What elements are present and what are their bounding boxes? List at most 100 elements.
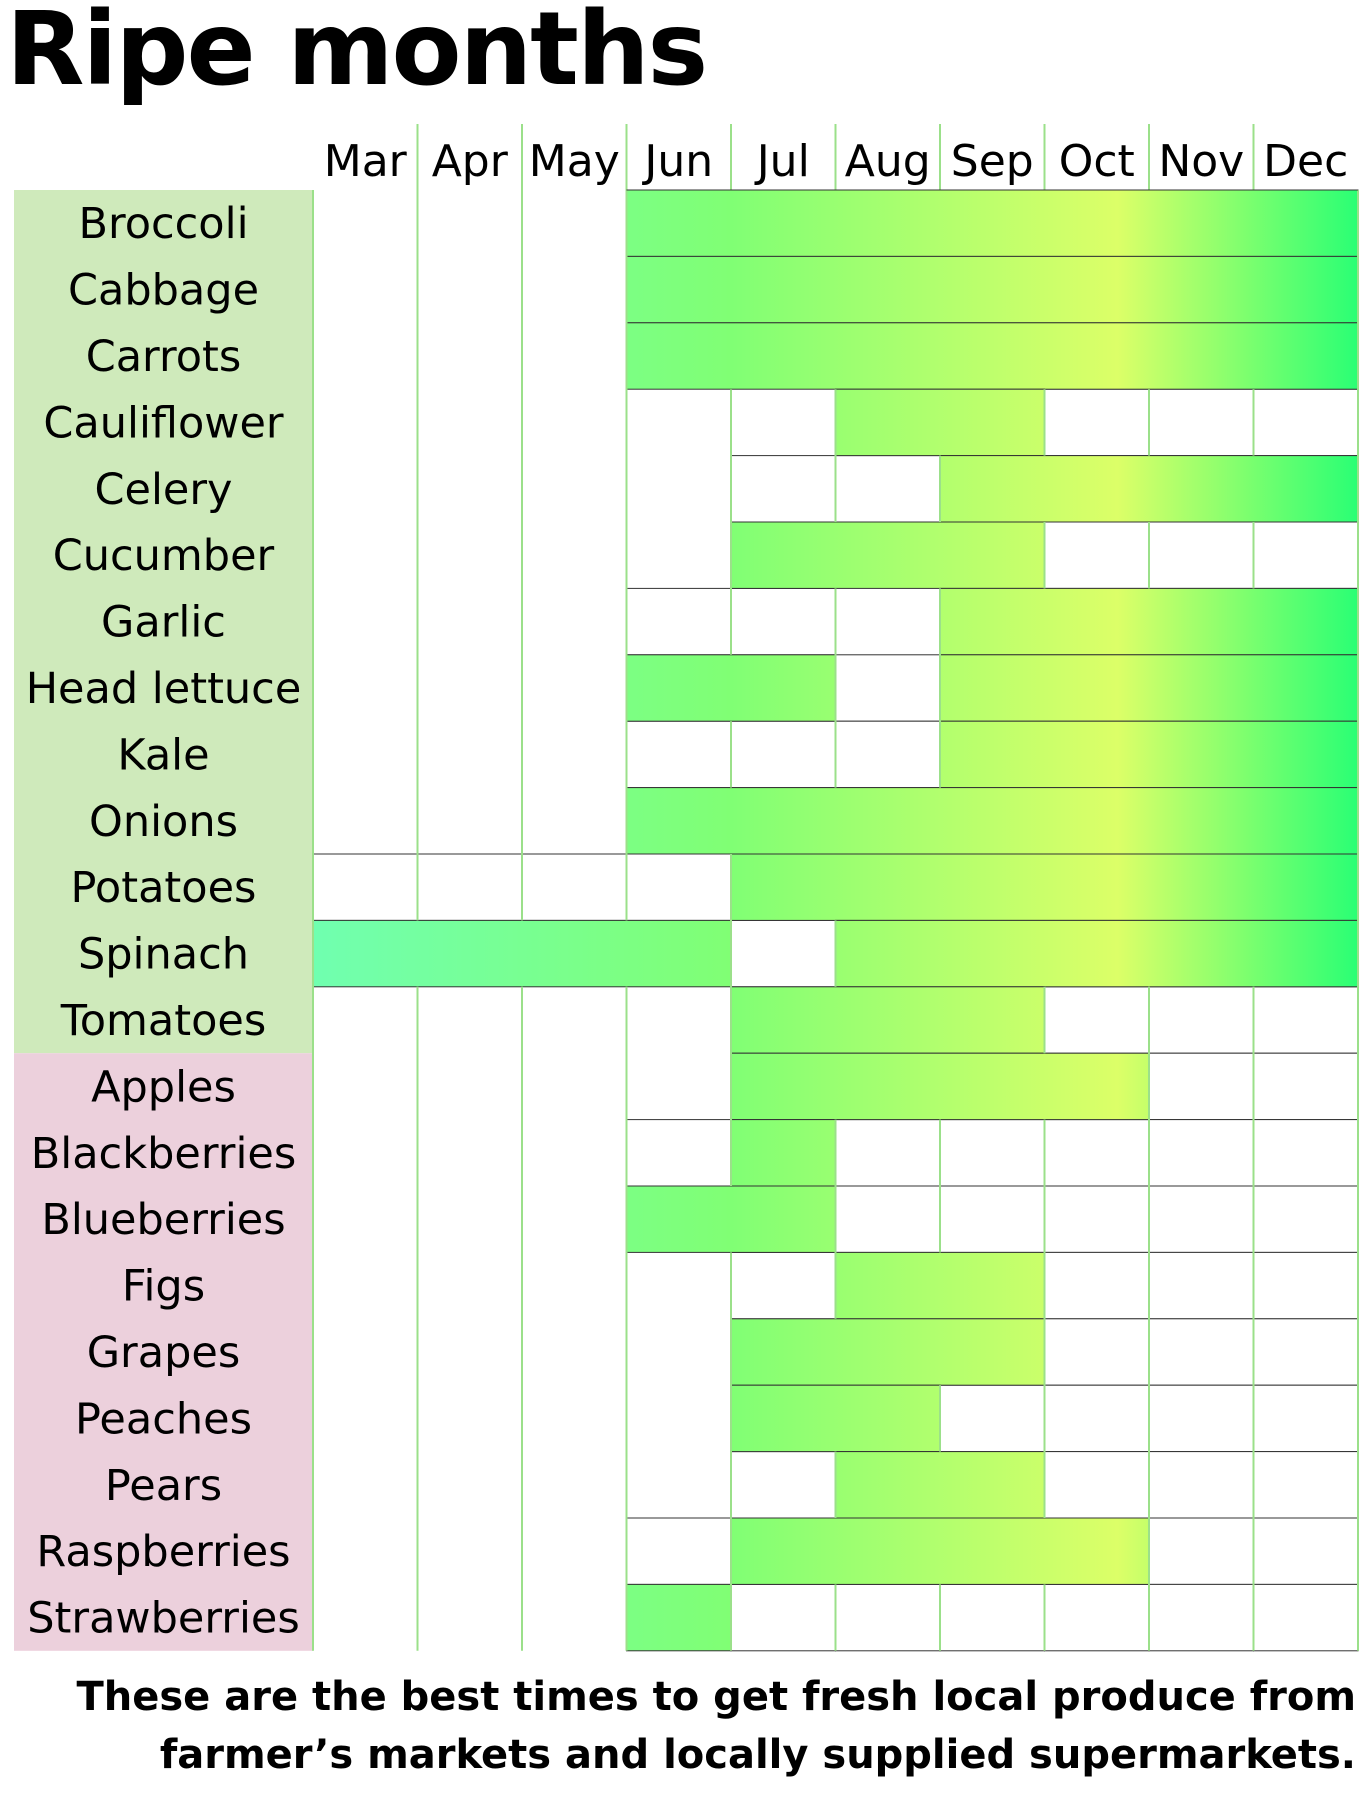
empty-cell-cucumber-dec: [1253, 521, 1359, 589]
empty-cell-pears-oct: [1044, 1451, 1150, 1519]
empty-cell-strawberries-aug: [835, 1583, 941, 1652]
row-label-strawberries: Strawberries: [27, 1594, 300, 1644]
empty-cell-cucumber-oct: [1044, 521, 1150, 589]
empty-cell-kale-aug: [835, 720, 941, 789]
month-label-jun: Jun: [641, 136, 713, 187]
month-label-apr: Apr: [432, 136, 509, 187]
ripe-bar-head-lettuce-sep-dec: [939, 654, 1359, 722]
produce-labels: Broccoli Cabbage Carrots Cauliflower Celery C…: [26, 199, 302, 1643]
row-label-potatoes: Potatoes: [71, 863, 257, 913]
row-label-cauliflower: Cauliflower: [43, 398, 284, 448]
caption-line-2: farmer’s markets and locally supplied su…: [159, 1732, 1356, 1778]
empty-cell-grapes-nov: [1148, 1318, 1254, 1386]
empty-cell-garlic-jul: [730, 587, 836, 656]
ripe-bar-cucumber-jul-sep: [730, 521, 1045, 589]
ripe-bar-grapes-jul-sep: [730, 1318, 1045, 1386]
empty-cell-tomatoes-oct: [1044, 986, 1150, 1054]
empty-cell-potatoes-mar: [312, 853, 418, 921]
empty-cell-strawberries-oct: [1044, 1583, 1150, 1652]
row-label-apples: Apples: [91, 1062, 236, 1112]
empty-cell-raspberries-jun: [626, 1517, 732, 1585]
empty-cell-peaches-nov: [1148, 1384, 1254, 1453]
ripe-bar-potatoes-jul-dec: [730, 853, 1359, 921]
empty-cell-potatoes-jun: [626, 853, 732, 921]
ripe-season-bars: [312, 189, 1359, 1652]
empty-cell-blackberries-dec: [1253, 1119, 1359, 1187]
ripe-bar-broccoli-jun-dec: [626, 189, 1359, 257]
ripe-bar-carrots-jun-dec: [626, 322, 1359, 390]
empty-cell-head-lettuce-aug: [835, 654, 941, 722]
ripe-bar-pears-aug-sep: [835, 1451, 1045, 1519]
empty-cell-celery-jul: [730, 455, 836, 523]
empty-cell-peaches-oct: [1044, 1384, 1150, 1453]
empty-cell-pears-dec: [1253, 1451, 1359, 1519]
ripe-bar-spinach-mar-jun: [312, 919, 732, 988]
month-label-dec: Dec: [1263, 136, 1348, 187]
empty-cell-blueberries-nov: [1148, 1185, 1254, 1253]
empty-cell-blackberries-nov: [1148, 1119, 1254, 1187]
row-label-blackberries: Blackberries: [31, 1129, 297, 1179]
ripe-bar-garlic-sep-dec: [939, 587, 1359, 656]
row-label-onions: Onions: [89, 797, 238, 847]
empty-cell-celery-aug: [835, 455, 941, 523]
caption-line-1: These are the best times to get fresh lo…: [76, 1674, 1356, 1720]
empty-cell-blueberries-dec: [1253, 1185, 1359, 1253]
empty-cell-blackberries-aug: [835, 1119, 941, 1187]
month-label-sep: Sep: [951, 136, 1034, 187]
empty-cell-blackberries-jun: [626, 1119, 732, 1187]
empty-cell-raspberries-dec: [1253, 1517, 1359, 1585]
empty-cell-grapes-dec: [1253, 1318, 1359, 1386]
row-label-head-lettuce: Head lettuce: [26, 664, 302, 714]
item-label-backgrounds: [14, 190, 313, 1651]
empty-cell-blueberries-sep: [939, 1185, 1045, 1253]
empty-cell-tomatoes-nov: [1148, 986, 1254, 1054]
ripe-bar-blueberries-jun-jul: [626, 1185, 836, 1253]
month-label-oct: Oct: [1059, 136, 1135, 187]
ripe-bar-cabbage-jun-dec: [626, 255, 1359, 324]
empty-cell-figs-oct: [1044, 1251, 1150, 1320]
row-label-cucumber: Cucumber: [53, 531, 275, 581]
empty-cell-figs-nov: [1148, 1251, 1254, 1320]
label-bg-fruits: [14, 1053, 313, 1651]
ripe-bar-tomatoes-jul-sep: [730, 986, 1045, 1054]
label-bg-vegetables: [14, 190, 313, 1054]
empty-cell-blackberries-oct: [1044, 1119, 1150, 1187]
ripe-bar-figs-aug-sep: [835, 1251, 1045, 1320]
empty-cell-strawberries-sep: [939, 1583, 1045, 1652]
row-label-blueberries: Blueberries: [41, 1195, 285, 1245]
row-label-garlic: Garlic: [101, 598, 226, 648]
empty-cell-strawberries-jul: [730, 1583, 836, 1652]
month-label-jul: Jul: [754, 136, 810, 187]
empty-cell-potatoes-apr: [417, 853, 523, 921]
empty-cell-figs-dec: [1253, 1251, 1359, 1320]
caption: These are the best times to get fresh lo…: [56, 1668, 1356, 1784]
empty-cell-grapes-oct: [1044, 1318, 1150, 1386]
ripe-bar-blackberries-jul-jul: [730, 1119, 836, 1187]
empty-cell-cauliflower-nov: [1148, 388, 1254, 457]
empty-cell-kale-jul: [730, 720, 836, 789]
ripe-bar-strawberries-jun-jun: [626, 1583, 732, 1652]
empty-cell-peaches-sep: [939, 1384, 1045, 1453]
month-label-mar: Mar: [324, 136, 408, 187]
ripe-bar-onions-jun-dec: [626, 787, 1359, 855]
row-label-broccoli: Broccoli: [78, 199, 248, 249]
row-label-kale: Kale: [117, 730, 209, 780]
month-gridlines: [312, 124, 1359, 1651]
month-axis-labels: Mar Apr May Jun Jul Aug Sep Oct Nov Dec: [324, 136, 1349, 187]
month-label-nov: Nov: [1158, 136, 1244, 187]
month-label-aug: Aug: [845, 136, 931, 187]
empty-cell-blackberries-sep: [939, 1119, 1045, 1187]
ripe-bar-kale-sep-dec: [939, 720, 1359, 789]
row-label-cabbage: Cabbage: [68, 266, 259, 316]
empty-cell-apples-nov: [1148, 1052, 1254, 1121]
empty-cell-cucumber-nov: [1148, 521, 1254, 589]
empty-cell-blueberries-oct: [1044, 1185, 1150, 1253]
empty-cell-blueberries-aug: [835, 1185, 941, 1253]
ripe-bar-cauliflower-aug-sep: [835, 388, 1045, 457]
empty-cell-garlic-jun: [626, 587, 732, 656]
row-label-pears: Pears: [105, 1461, 222, 1511]
empty-cell-peaches-dec: [1253, 1384, 1359, 1453]
row-label-tomatoes: Tomatoes: [60, 996, 267, 1046]
ripe-bar-celery-sep-dec: [939, 455, 1359, 523]
